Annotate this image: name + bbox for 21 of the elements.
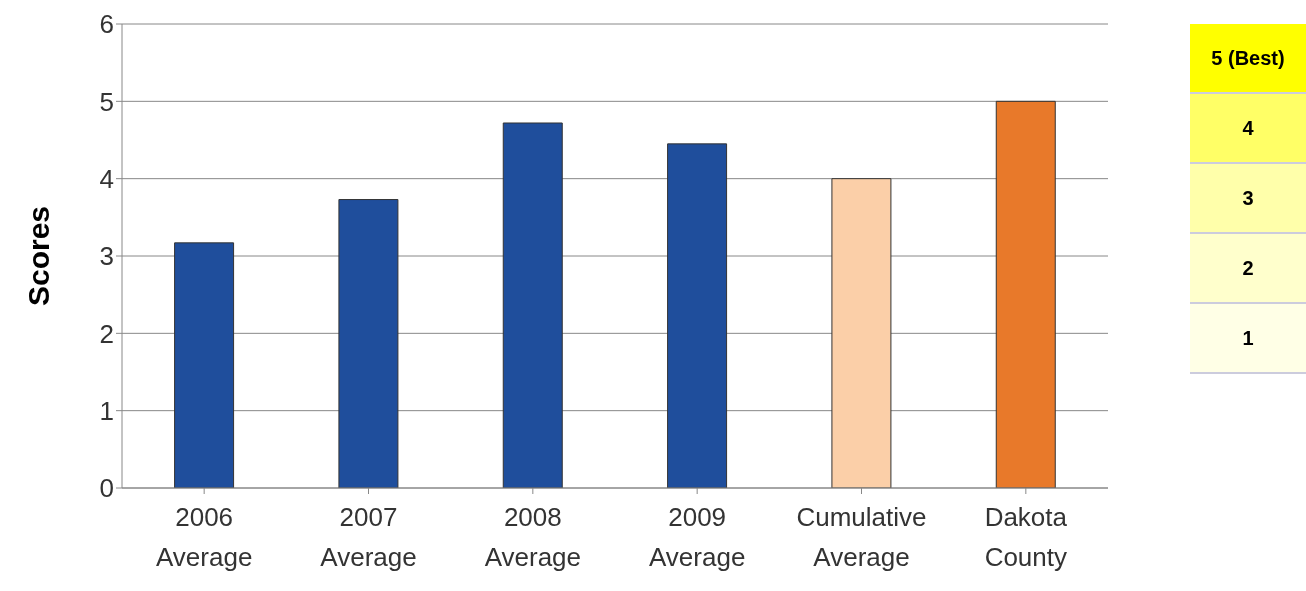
y-tick-label: 4: [99, 163, 114, 194]
y-tick-label: 5: [99, 86, 114, 117]
x-tick-label: Cumulative Average: [796, 502, 927, 572]
bar: [667, 143, 728, 488]
x-tick-label: 2007 Average: [320, 502, 417, 572]
y-tick-label: 0: [99, 473, 114, 504]
y-tick-label: 3: [99, 241, 114, 272]
x-tick-label: 2006 Average: [155, 502, 253, 572]
x-tick-label: 2009 Average: [648, 502, 746, 572]
y-tick-label: 6: [99, 9, 114, 40]
bar: [502, 122, 563, 488]
bar: [174, 242, 235, 488]
bar: [831, 178, 892, 488]
bar: [338, 199, 399, 488]
x-tick-label: Dakota County: [984, 502, 1068, 572]
y-axis-title: Scores: [21, 205, 55, 307]
score-key-table: 5 (Best) 4 3 2 1: [1190, 24, 1306, 374]
x-tick-label: 2008 Average: [484, 502, 582, 572]
y-tick-label: 2: [99, 318, 114, 349]
y-tick-label: 1: [99, 395, 114, 426]
bar: [995, 100, 1056, 488]
